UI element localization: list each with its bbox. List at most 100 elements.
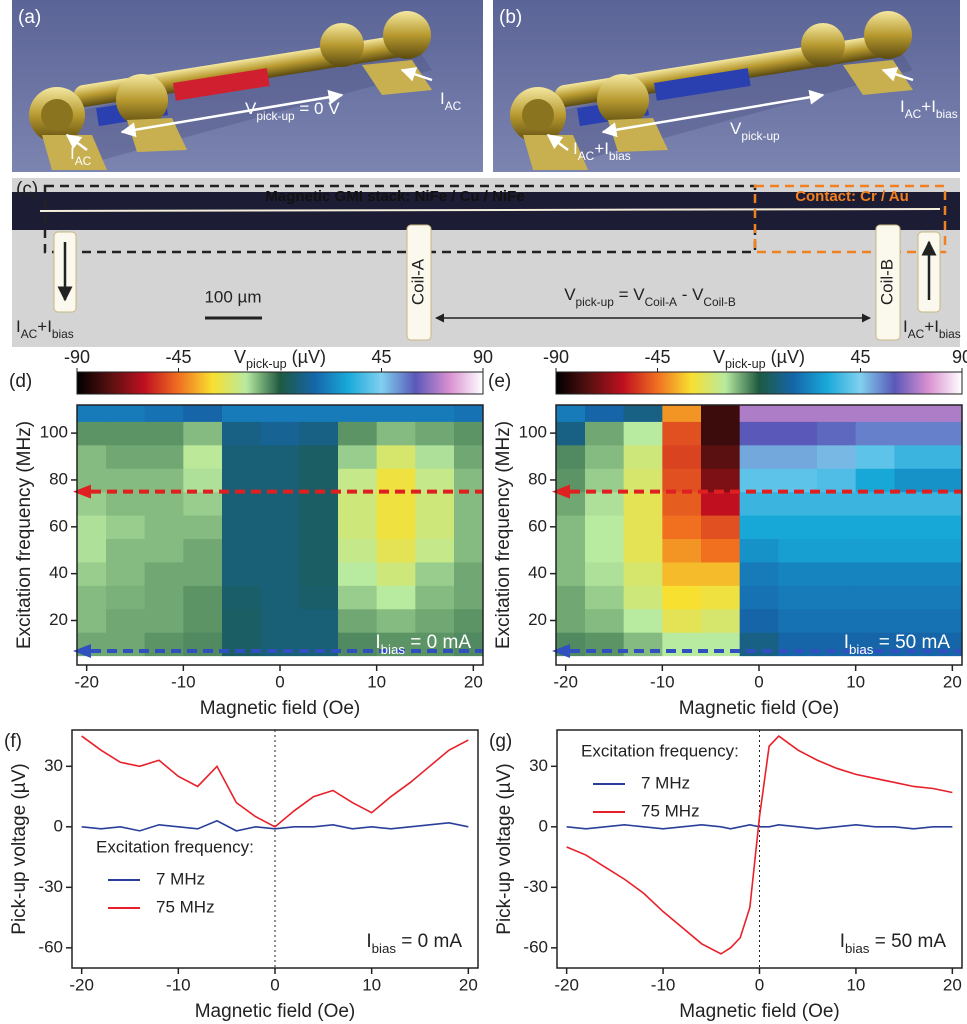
heatmap-cell: [338, 421, 377, 445]
colorbar-tick-label: 90: [473, 347, 493, 367]
y-axis-label: Excitation frequency (MHz): [14, 421, 35, 649]
heatmap-cell: [261, 609, 300, 633]
heatmap-cell: [145, 421, 184, 445]
y-tick-label: 100: [40, 423, 68, 442]
subscript: Coil-A: [645, 295, 677, 309]
subscript: bias: [849, 642, 874, 657]
heatmap-cell: [585, 421, 624, 445]
colorbar-tick-label: -90: [543, 347, 569, 367]
heatmap-cell: [624, 398, 663, 422]
y-tick-label: -30: [38, 877, 63, 896]
heatmap-cell: [701, 468, 740, 492]
heatmap-cell: [299, 468, 338, 492]
heatmap-cell: [624, 468, 663, 492]
heatmap-cell: [856, 539, 895, 563]
heatmap-cell: [377, 421, 416, 445]
heatmap-cell: [261, 445, 300, 469]
colorbar-tick-label: -45: [644, 347, 670, 367]
text-run: V: [245, 99, 257, 118]
heatmap-cell: [585, 468, 624, 492]
y-tick-label: -30: [523, 877, 548, 896]
heatmap-cell: [624, 492, 663, 516]
text-run: = V: [614, 285, 645, 304]
coil-a-label: Coil-A: [408, 258, 427, 305]
subscript: pick-up: [246, 357, 287, 371]
heatmap-cell: [415, 398, 454, 422]
heatmap-cell: [299, 585, 338, 609]
subscript: bias: [845, 941, 870, 956]
text-run: +I: [37, 317, 52, 336]
heatmap-cell: [856, 515, 895, 539]
panel-label: (f): [4, 731, 22, 752]
heatmap-cell: [415, 609, 454, 633]
x-tick-label: 20: [943, 672, 962, 691]
x-tick-label: 10: [846, 975, 865, 994]
heatmap-cell: [222, 609, 261, 633]
colorbar-label: Vpick-up (µV): [234, 347, 326, 372]
heatmap-cell: [662, 562, 701, 586]
annotation: Ibias = 50 mA: [840, 931, 947, 956]
heatmap-cell: [377, 445, 416, 469]
heatmap-cell: [894, 515, 933, 539]
heatmap-cell: [778, 585, 817, 609]
heatmap-cell: [377, 468, 416, 492]
heatmap-cell: [145, 515, 184, 539]
scale-label: 100 µm: [204, 287, 261, 306]
heatmap-cell: [222, 515, 261, 539]
heatmap-cell: [183, 445, 222, 469]
heatmap-cell: [222, 421, 261, 445]
subscript: bias: [939, 327, 961, 341]
heatmap-cell: [662, 468, 701, 492]
legend-title: Excitation frequency:: [581, 741, 739, 760]
heatmap-cell: [261, 398, 300, 422]
colorbar-label: Vpick-up (µV): [713, 347, 805, 372]
heatmap-cell: [778, 398, 817, 422]
colorbar-tick-label: -45: [165, 347, 191, 367]
heatmap-cell: [740, 585, 779, 609]
heatmap-cell: [856, 585, 895, 609]
panel-label: (a): [18, 7, 41, 28]
panel-c: Coil-A Coil-B 100 µm Magnetic GMI stack:…: [12, 178, 960, 347]
heatmap-cell: [415, 539, 454, 563]
heatmap-cell: [856, 468, 895, 492]
panel-label: (b): [499, 7, 522, 28]
heatmap-cell: [894, 539, 933, 563]
y-tick-label: 60: [528, 516, 547, 535]
heatmap-cell: [145, 609, 184, 633]
subscript: bias: [936, 107, 958, 121]
heatmap-cell: [740, 562, 779, 586]
x-tick-label: 10: [846, 672, 865, 691]
heatmap-cell: [546, 585, 585, 609]
heatmap-cell: [183, 585, 222, 609]
heatmap-cell: [585, 445, 624, 469]
heatmap-cell: [67, 445, 106, 469]
y-tick-label: 80: [528, 469, 547, 488]
y-tick-label: 30: [44, 756, 63, 775]
heatmap-cell: [454, 492, 493, 516]
heatmap-cell: [778, 539, 817, 563]
heatmap-cell: [338, 609, 377, 633]
heatmap-cell: [222, 468, 261, 492]
x-tick-label: -10: [166, 975, 191, 994]
heatmap-cell: [856, 445, 895, 469]
heatmap-cell: [701, 585, 740, 609]
heatmap-cell: [377, 398, 416, 422]
heatmap-cell: [817, 398, 856, 422]
subscript: pick-up: [256, 109, 295, 123]
heatmap-cell: [454, 539, 493, 563]
heatmap-cell: [338, 585, 377, 609]
heatmap-cell: [778, 445, 817, 469]
x-tick-label: 0: [275, 672, 284, 691]
heatmap-cell: [454, 609, 493, 633]
heatmap-cell: [778, 492, 817, 516]
colorbar-tick-label: 90: [952, 347, 967, 367]
subscript: bias: [381, 642, 406, 657]
heatmap-cell: [894, 468, 933, 492]
heatmap-cell: [145, 539, 184, 563]
subscript: bias: [52, 327, 74, 341]
y-tick-label: 0: [539, 816, 548, 835]
heatmap-cell: [778, 421, 817, 445]
heatmap-cell: [183, 609, 222, 633]
subscript: AC: [905, 107, 922, 121]
x-tick-label: 20: [464, 672, 483, 691]
